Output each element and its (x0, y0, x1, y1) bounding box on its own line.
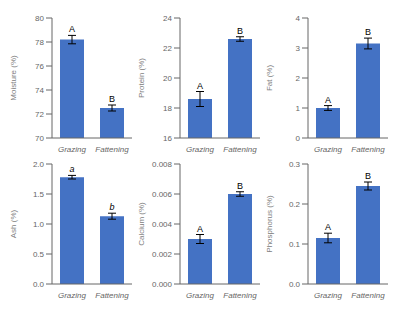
svg-text:2: 2 (296, 74, 301, 83)
svg-text:B: B (237, 181, 243, 191)
svg-text:A: A (325, 222, 331, 232)
svg-text:3: 3 (296, 44, 301, 53)
svg-text:0.5: 0.5 (33, 250, 45, 259)
svg-text:74: 74 (35, 86, 44, 95)
svg-text:Grazing: Grazing (58, 291, 87, 300)
svg-text:b: b (109, 202, 114, 212)
svg-text:B: B (109, 94, 115, 104)
svg-text:1.0: 1.0 (33, 220, 45, 229)
svg-text:Fattening: Fattening (351, 291, 385, 300)
svg-text:Fattening: Fattening (223, 145, 257, 154)
svg-text:20: 20 (163, 74, 172, 83)
svg-text:0.1: 0.1 (289, 240, 301, 249)
svg-text:Phosphorus (%): Phosphorus (%) (265, 195, 274, 253)
svg-text:16: 16 (163, 134, 172, 143)
svg-text:18: 18 (163, 104, 172, 113)
svg-text:Fattening: Fattening (223, 291, 257, 300)
svg-text:Grazing: Grazing (58, 145, 87, 154)
svg-text:0.008: 0.008 (152, 160, 173, 169)
svg-text:Grazing: Grazing (314, 291, 343, 300)
svg-text:Protein (%): Protein (%) (137, 58, 146, 98)
svg-text:Fattening: Fattening (95, 291, 129, 300)
svg-text:B: B (365, 171, 371, 181)
svg-text:Fattening: Fattening (95, 145, 129, 154)
svg-text:Grazing: Grazing (314, 145, 343, 154)
svg-text:Grazing: Grazing (186, 145, 215, 154)
svg-text:Fattening: Fattening (351, 145, 385, 154)
svg-text:0.2: 0.2 (289, 200, 301, 209)
svg-text:B: B (237, 26, 243, 36)
svg-text:1.5: 1.5 (33, 190, 45, 199)
svg-text:70: 70 (35, 134, 44, 143)
svg-text:Fat (%): Fat (%) (265, 65, 274, 92)
svg-text:72: 72 (35, 110, 44, 119)
svg-text:76: 76 (35, 62, 44, 71)
svg-text:0: 0 (296, 134, 301, 143)
svg-text:Moisture (%): Moisture (%) (9, 55, 18, 101)
svg-text:Calcium (%): Calcium (%) (137, 202, 146, 246)
svg-text:0.0: 0.0 (33, 280, 45, 289)
svg-text:1: 1 (296, 104, 301, 113)
svg-text:Ash (%): Ash (%) (9, 209, 18, 238)
svg-text:0.006: 0.006 (152, 190, 173, 199)
svg-text:Grazing: Grazing (186, 291, 215, 300)
svg-text:0.000: 0.000 (152, 280, 173, 289)
svg-text:A: A (325, 95, 331, 105)
svg-text:78: 78 (35, 38, 44, 47)
svg-text:80: 80 (35, 14, 44, 23)
svg-text:24: 24 (163, 14, 172, 23)
svg-text:22: 22 (163, 44, 172, 53)
svg-text:0.004: 0.004 (152, 220, 173, 229)
svg-text:a: a (69, 164, 74, 174)
svg-text:4: 4 (296, 14, 301, 23)
svg-text:0.0: 0.0 (289, 280, 301, 289)
svg-text:0.3: 0.3 (289, 160, 301, 169)
svg-text:B: B (365, 27, 371, 37)
svg-text:0.002: 0.002 (152, 250, 173, 259)
svg-text:A: A (69, 24, 75, 34)
svg-text:A: A (197, 81, 203, 91)
svg-text:2.0: 2.0 (33, 160, 45, 169)
svg-text:A: A (197, 224, 203, 234)
